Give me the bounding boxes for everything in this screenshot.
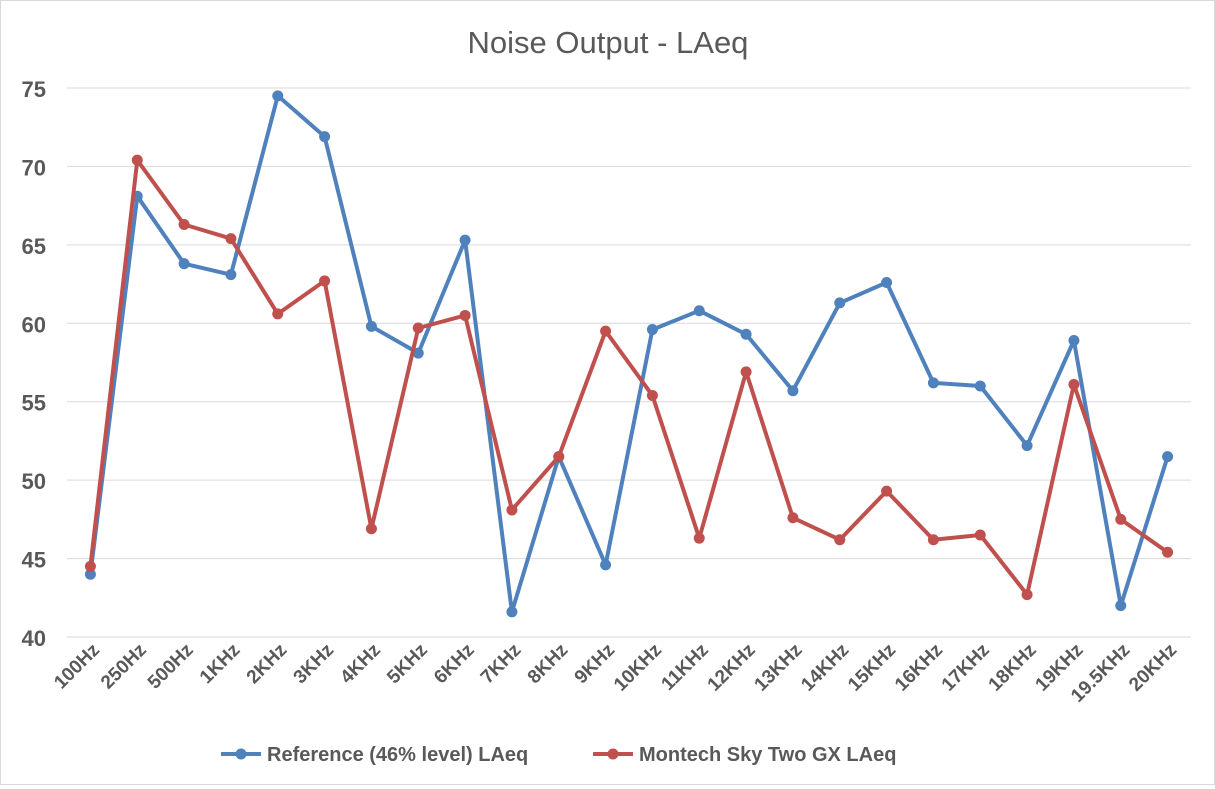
y-tick-label: 45 [22,548,46,573]
legend-label: Reference (46% level) LAeq [267,744,528,766]
x-tick-label: 2KHz [243,640,291,688]
data-point [1115,600,1127,612]
legend-swatch-marker [607,748,619,760]
data-point [178,218,190,230]
y-axis-tick-labels: 40 45 50 55 60 65 70 75 [22,77,46,651]
y-tick-label: 65 [22,234,46,259]
y-tick-label: 60 [22,312,46,337]
data-point [84,568,96,580]
data-point [178,258,190,270]
x-tick-label: 7KHz [477,640,525,688]
legend-label: Montech Sky Two GX LAeq [639,744,896,766]
data-point [1021,589,1033,601]
x-tick-label: 14KHz [797,640,853,696]
x-tick-label: 6KHz [430,640,478,688]
x-tick-label: 18KHz [985,640,1041,696]
data-point [974,529,986,541]
x-tick-label: 16KHz [891,640,947,696]
chart-title: Noise Output - LAeq [468,25,749,60]
data-point [506,606,518,618]
data-point [365,320,377,332]
x-tick-label: 20KHz [1125,640,1181,696]
data-point [1068,335,1080,347]
data-point [365,523,377,535]
data-point [927,534,939,546]
series-lines [84,90,1174,618]
data-point [319,275,331,287]
data-point [693,305,705,317]
data-point [834,534,846,546]
series-line-1 [88,93,1170,614]
y-tick-label: 50 [22,469,46,494]
x-tick-label: 15KHz [844,640,900,696]
x-tick-label: 10KHz [610,640,666,696]
data-point [1021,440,1033,452]
data-point [272,308,284,320]
legend: Reference (46% level) LAeq Montech Sky Tw… [221,744,896,766]
x-tick-label: 8KHz [524,640,572,688]
data-point [646,324,658,336]
x-tick-label: 3KHz [290,640,338,688]
data-point [787,385,799,397]
data-point [131,154,143,166]
data-point [459,309,471,321]
series-line-2 [88,158,1169,597]
data-point [412,347,424,359]
data-point [1068,378,1080,390]
data-point [459,234,471,246]
x-axis-tick-labels: 100Hz250Hz500Hz1KHz2KHz3KHz4KHz5KHz6KHz7… [50,640,1181,707]
x-tick-label: 11KHz [658,640,713,695]
gridlines [67,87,1191,638]
data-point [506,504,518,516]
data-point [553,451,565,463]
data-point [787,512,799,524]
data-point [974,380,986,392]
x-tick-label: 1KHz [196,640,244,688]
x-tick-label: 250Hz [97,640,151,694]
data-point [927,377,939,389]
data-point [646,389,658,401]
data-point [1162,451,1174,463]
data-point [881,277,893,289]
series-2 [84,154,1174,601]
legend-item-2: Montech Sky Two GX LAeq [593,744,896,766]
y-tick-label: 55 [22,391,46,416]
data-point [600,325,612,337]
x-tick-label: 4KHz [337,640,385,688]
data-point [1115,513,1127,525]
data-point [740,366,752,378]
legend-swatch-marker [235,748,247,760]
data-point [600,559,612,571]
data-point [225,269,237,281]
data-point [84,560,96,572]
y-tick-label: 75 [22,77,46,102]
x-tick-label: 5KHz [383,640,431,688]
data-point [693,532,705,544]
legend-item-1: Reference (46% level) LAeq [221,744,528,766]
y-tick-label: 40 [22,626,46,651]
x-tick-label: 13KHz [751,640,807,696]
y-tick-label: 70 [22,155,46,180]
data-point [225,233,237,245]
data-point [319,131,331,143]
data-point [272,90,284,102]
data-point [412,322,424,334]
data-point [1162,546,1174,558]
series-1 [84,90,1174,618]
x-tick-label: 500Hz [144,640,198,694]
data-point [881,485,893,497]
x-tick-label: 100Hz [50,640,104,694]
data-point [834,297,846,309]
data-point [740,328,752,340]
x-tick-label: 17KHz [938,640,994,696]
x-tick-label: 12KHz [704,640,760,696]
